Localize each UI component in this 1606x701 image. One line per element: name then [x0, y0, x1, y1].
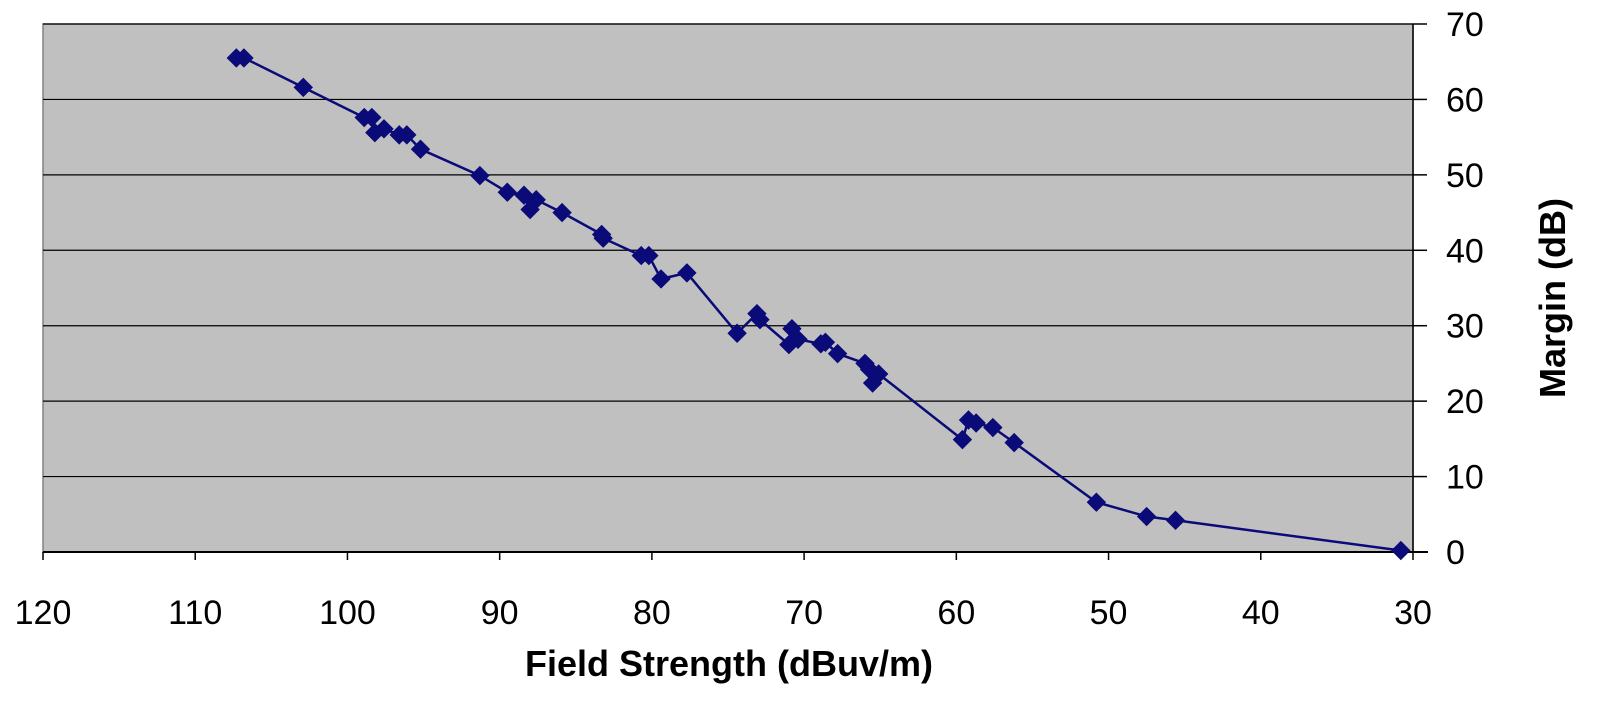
y-tick-label-30: 30	[1446, 308, 1484, 346]
data-point-22	[727, 323, 747, 343]
data-point-21	[677, 263, 697, 283]
data-point-15	[552, 202, 572, 223]
x-tick-label-40: 40	[1242, 594, 1280, 632]
data-point-30	[827, 343, 848, 364]
grid-lines	[43, 23, 1413, 478]
x-tick-labels: 120 110 100 90 80 70 60 50 40 30	[15, 594, 1432, 632]
data-point-39	[1004, 432, 1024, 453]
data-point-27	[788, 329, 808, 349]
data-point-10	[470, 165, 490, 186]
data-point-41	[1136, 506, 1157, 527]
x-axis-title: Field Strength (dBuv/m)	[525, 643, 933, 684]
data-point-42	[1165, 510, 1186, 531]
axes	[42, 23, 1428, 560]
data-point-9	[410, 139, 431, 159]
data-point-40	[1086, 492, 1107, 512]
data-point-20	[651, 269, 671, 289]
data-point-11	[497, 182, 517, 202]
x-tick-label-110: 110	[168, 594, 222, 632]
data-point-37	[966, 413, 986, 433]
y-tick-label-40: 40	[1446, 232, 1484, 270]
plot-area	[42, 23, 1414, 553]
x-tick-label-120: 120	[15, 594, 72, 632]
y-tick-label-70: 70	[1446, 6, 1484, 44]
data-point-14	[526, 190, 546, 210]
x-tick-label-60: 60	[937, 594, 975, 632]
data-point-2	[293, 77, 314, 98]
y-axis-title: Margin (dB)	[1532, 198, 1573, 398]
data-point-38	[983, 417, 1003, 438]
data-point-35	[952, 429, 973, 450]
x-tick-label-90: 90	[481, 594, 519, 632]
y-tick-label-50: 50	[1446, 157, 1484, 195]
y-tick-label-20: 20	[1446, 383, 1484, 421]
y-tick-label-60: 60	[1446, 81, 1484, 119]
y-tick-label-0: 0	[1446, 534, 1465, 572]
data-point-34	[868, 364, 889, 384]
data-point-24	[750, 309, 770, 330]
data-point-29	[815, 332, 836, 353]
x-tick-label-100: 100	[319, 594, 376, 632]
data-point-19	[639, 245, 659, 266]
data-point-43	[1391, 540, 1411, 561]
data-point-17	[593, 228, 613, 248]
x-tick-label-80: 80	[633, 594, 671, 632]
data-point-1	[234, 48, 254, 68]
x-tick-label-50: 50	[1090, 594, 1128, 632]
x-tick-label-30: 30	[1394, 594, 1432, 632]
data-point-6	[374, 119, 394, 139]
data-point-8	[397, 125, 417, 145]
y-tick-labels: 0 10 20 30 40 50 60 70	[1446, 6, 1484, 572]
series-markers	[226, 48, 1411, 561]
y-tick-label-10: 10	[1446, 459, 1484, 497]
x-tick-label-70: 70	[785, 594, 823, 632]
